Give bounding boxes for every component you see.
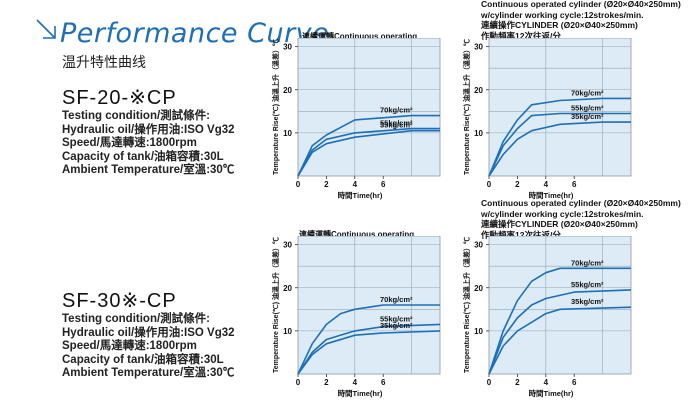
series-label: 70kg/cm² <box>571 88 604 97</box>
series-label: 35kg/cm² <box>571 112 604 121</box>
chart-title: Continuous operated cylinder (Ø20×Ø40×25… <box>481 0 681 41</box>
y-axis-label: Temperature Rise(℃) 油溫上升（溫差）℃ <box>271 237 280 373</box>
chart-title-line: 作動頻率12次往返/分 <box>481 30 561 41</box>
series-label: 70kg/cm² <box>380 106 413 115</box>
x-axis-label: 時間Time(hr) <box>338 388 383 398</box>
x-tick-label: 4 <box>544 378 549 387</box>
y-tick-label: 10 <box>283 129 292 138</box>
chart-title-line: Continuous operated cylinder (Ø20×Ø40×25… <box>481 0 681 9</box>
series-label: 55kg/cm² <box>380 314 413 323</box>
condition-line: Testing condition/測試條件: <box>62 313 210 325</box>
x-tick-label: 4 <box>353 378 358 387</box>
plot-area <box>488 236 632 375</box>
x-tick-label: 0 <box>487 378 492 387</box>
condition-line: Ambient Temperature/室溫:30℃ <box>62 367 235 379</box>
x-tick-label: 4 <box>353 180 358 189</box>
series-label: 35kg/cm² <box>571 297 604 306</box>
series-line <box>488 306 632 375</box>
y-tick-label: 20 <box>283 86 292 95</box>
y-axis-label: Temperature Rise(℃) 油溫上升（溫差）℃ <box>462 39 471 175</box>
condition-line: Hydraulic oil/操作用油:ISO Vg32 <box>62 123 235 136</box>
x-tick-label: 6 <box>381 378 386 387</box>
y-tick-label: 10 <box>474 327 483 336</box>
series-label: 55kg/cm² <box>571 103 604 112</box>
series-line <box>488 289 632 375</box>
y-tick-label: 10 <box>283 327 292 336</box>
y-tick-label: 30 <box>283 43 292 52</box>
chart-title-line: 連續操作CYLINDER (Ø20×Ø40×250mm) <box>481 219 638 229</box>
x-axis-label: 時間Time(hr) <box>529 190 574 200</box>
series-line <box>297 304 440 375</box>
arrow-icon <box>36 19 56 39</box>
series-label: 70kg/cm² <box>571 258 604 267</box>
series-label: 35kg/cm² <box>380 321 413 330</box>
series-line <box>297 127 440 177</box>
chart-title: 連續運轉Continuous operating <box>302 32 418 41</box>
series-label: 35kg/cm² <box>380 121 413 130</box>
condition-line: Speed/馬達轉速:1800rpm <box>62 137 197 149</box>
condition-line: Ambient Temperature/室溫:30℃ <box>62 164 235 176</box>
model-name: SF-20-※CP <box>62 87 177 109</box>
chart-title-line: w/cylinder working cycle:12strokes/min. <box>481 208 644 219</box>
y-tick-label: 30 <box>474 241 483 250</box>
series-label: 55kg/cm² <box>571 280 604 289</box>
condition-line: Capacity of tank/油箱容積:30L <box>62 150 224 163</box>
model-name: SF-30※-CP <box>62 290 177 312</box>
chart-title: Continuous operated cylinder (Ø20×Ø40×25… <box>481 198 681 240</box>
series-label: 55kg/cm² <box>380 119 413 128</box>
series-line <box>488 112 631 177</box>
chart-title: 連續運轉Continuous operating <box>299 230 415 239</box>
series-line <box>488 97 631 177</box>
series-line <box>488 121 631 177</box>
y-tick-label: 30 <box>283 241 292 250</box>
x-tick-label: 4 <box>544 180 549 189</box>
page-subtitle: 温升特性曲线 <box>62 54 146 70</box>
series-line <box>488 267 631 375</box>
y-tick-label: 10 <box>474 129 483 138</box>
x-tick-label: 2 <box>515 180 520 189</box>
y-tick-label: 20 <box>474 284 483 293</box>
series-line <box>297 330 441 375</box>
chart-title-line: w/cylinder working cycle:12strokes/min. <box>481 9 644 20</box>
x-tick-label: 2 <box>324 180 329 189</box>
series-line <box>297 323 441 375</box>
plot-area <box>297 38 441 177</box>
x-axis-label: 時間Time(hr) <box>338 190 383 200</box>
x-tick-label: 2 <box>515 378 520 387</box>
x-tick-label: 0 <box>487 180 492 189</box>
page-title: Performance Curve <box>60 18 330 49</box>
test-conditions: Testing condition/測試條件: Hydraulic oil/操作… <box>62 110 235 178</box>
y-tick-label: 30 <box>474 43 483 52</box>
series-line <box>297 114 440 177</box>
x-axis-label: 時間Time(hr) <box>529 388 574 398</box>
y-axis-label: Temperature Rise(℃) 油溫上升（溫差）℃ <box>271 39 280 175</box>
condition-line: Testing condition/測試條件: <box>62 110 210 122</box>
series-label: 70kg/cm² <box>380 295 413 304</box>
x-tick-label: 6 <box>572 180 577 189</box>
chart-title-line: 連續操作CYLINDER (Ø20×Ø40×250mm) <box>481 20 638 30</box>
series-line <box>297 129 440 177</box>
y-tick-label: 20 <box>474 86 483 95</box>
x-tick-label: 0 <box>296 378 301 387</box>
x-tick-label: 0 <box>296 180 301 189</box>
plot-area <box>488 38 632 177</box>
condition-line: Capacity of tank/油箱容積:30L <box>62 353 224 366</box>
x-tick-label: 2 <box>324 378 329 387</box>
test-conditions: Testing condition/測試條件: Hydraulic oil/操作… <box>62 313 235 381</box>
condition-line: Hydraulic oil/操作用油:ISO Vg32 <box>62 326 235 339</box>
x-tick-label: 6 <box>381 180 386 189</box>
y-tick-label: 20 <box>283 284 292 293</box>
y-axis-label: Temperature Rise(℃) 油溫上升（溫差）℃ <box>462 237 471 373</box>
chart-title-line: Continuous operated cylinder (Ø20×Ø40×25… <box>481 198 681 208</box>
x-tick-label: 6 <box>572 378 577 387</box>
chart-title-line: 作動頻率12次往返/分 <box>481 229 561 240</box>
condition-line: Speed/馬達轉速:1800rpm <box>62 340 197 352</box>
